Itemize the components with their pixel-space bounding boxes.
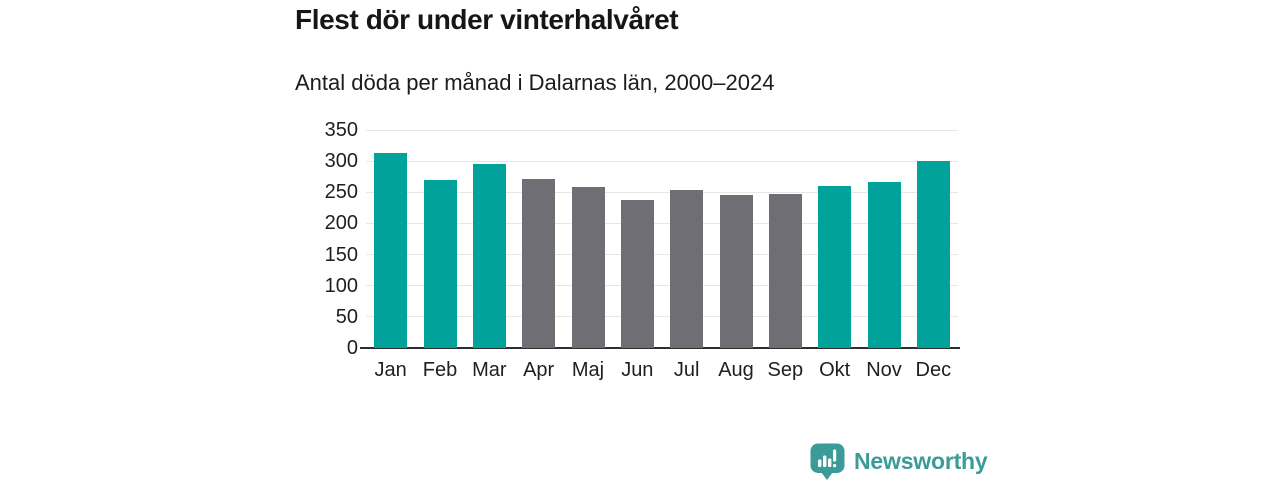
x-tick-label-aug: Aug	[718, 359, 754, 381]
y-tick-label-350: 350	[324, 119, 358, 141]
y-tick-label-300: 300	[324, 150, 358, 173]
bar-sep	[768, 194, 802, 348]
x-tick-label-maj: Maj	[571, 359, 605, 381]
bar-feb	[423, 180, 457, 348]
bar-jan	[374, 153, 408, 348]
gridline-150	[366, 254, 958, 256]
y-tick-label-0: 0	[346, 337, 358, 359]
gridline-50	[366, 316, 958, 318]
x-tick-label-dec: Dec	[915, 359, 952, 381]
brand-name: Newsworthy	[854, 448, 988, 474]
bar-okt	[818, 186, 852, 348]
x-tick-label-sep: Sep	[767, 359, 804, 381]
x-tick-label-feb: Feb	[422, 359, 458, 381]
chart-subtitle: Antal döda per månad i Dalarnas län, 200…	[295, 70, 775, 95]
gridline-200	[366, 222, 958, 224]
y-tick-label-100: 100	[324, 274, 358, 297]
y-tick-label-200: 200	[324, 212, 358, 235]
plot-area	[360, 129, 960, 349]
gridline-350	[366, 129, 958, 131]
bar-aug	[719, 195, 753, 348]
bar-jun	[620, 199, 654, 348]
newsworthy-logo-icon	[810, 443, 845, 480]
x-tick-label-apr: Apr	[523, 359, 555, 381]
bar-nov	[867, 181, 901, 348]
gridline-300	[366, 160, 958, 162]
y-tick-label-250: 250	[324, 181, 358, 204]
bar-dec	[916, 160, 950, 348]
brand-footer: Newsworthy	[810, 443, 988, 480]
x-tick-label-jul: Jul	[673, 359, 700, 381]
chart-title: Flest dör under vinterhalvåret	[295, 4, 679, 35]
x-tick-label-mar: Mar	[472, 359, 507, 381]
bar-jul	[670, 190, 704, 348]
y-tick-label-50: 50	[335, 305, 358, 328]
x-tick-label-jun: Jun	[621, 359, 654, 381]
y-tick-label-150: 150	[324, 243, 358, 266]
bar-apr	[522, 179, 556, 348]
bar-mar	[472, 164, 506, 348]
x-axis-line	[360, 347, 960, 349]
x-tick-label-jan: Jan	[374, 359, 407, 381]
x-tick-label-nov: Nov	[866, 359, 902, 381]
gridline-100	[366, 285, 958, 287]
x-tick-label-okt: Okt	[819, 359, 851, 381]
gridline-250	[366, 191, 958, 193]
bar-maj	[571, 187, 605, 348]
